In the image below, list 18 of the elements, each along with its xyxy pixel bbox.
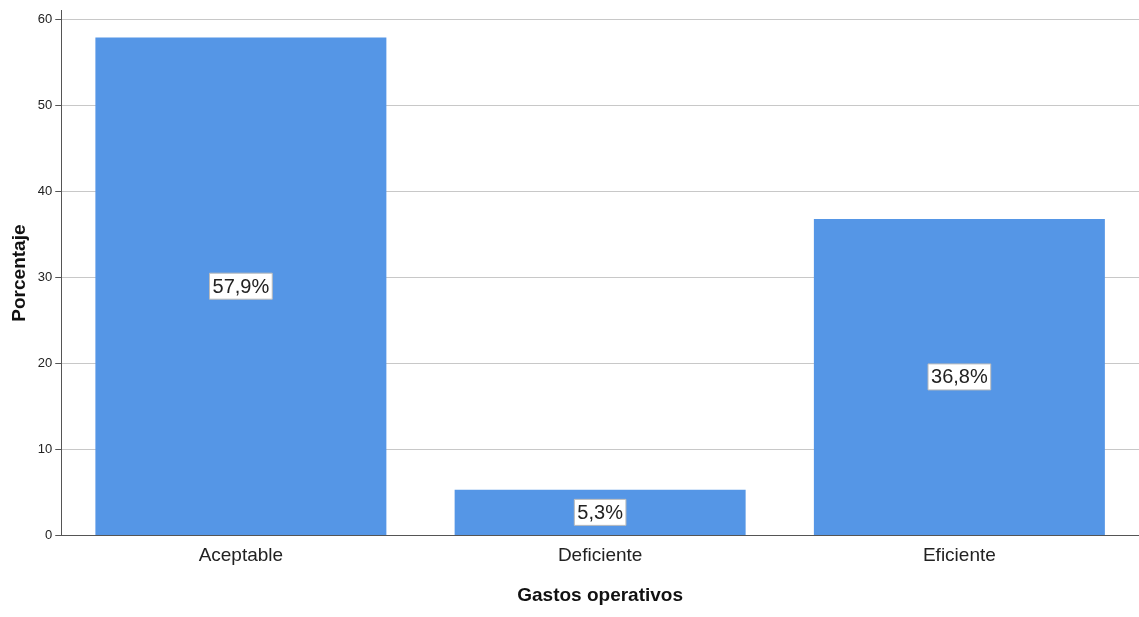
y-tick-label: 50 — [37, 96, 53, 112]
y-tick-label: 20 — [37, 354, 53, 370]
data-label: 57,9% — [212, 274, 270, 297]
x-axis-title: Gastos operativos — [517, 583, 684, 605]
data-label: 36,8% — [931, 365, 988, 388]
y-tick-label: 40 — [37, 182, 53, 198]
y-tick-label: 10 — [37, 440, 53, 456]
y-axis-title: Porcentaje — [7, 224, 29, 322]
x-tick-label: Aceptable — [198, 544, 284, 566]
bar — [95, 37, 387, 535]
data-label: 5,3% — [577, 500, 624, 523]
x-tick-label: Deficiente — [557, 544, 643, 566]
y-tick-label: 0 — [45, 526, 53, 542]
y-tick-label: 30 — [37, 268, 53, 284]
bar — [813, 218, 1105, 535]
y-tick-label: 60 — [37, 10, 53, 26]
bar — [454, 489, 746, 535]
x-tick-label: Eficiente — [922, 544, 996, 566]
